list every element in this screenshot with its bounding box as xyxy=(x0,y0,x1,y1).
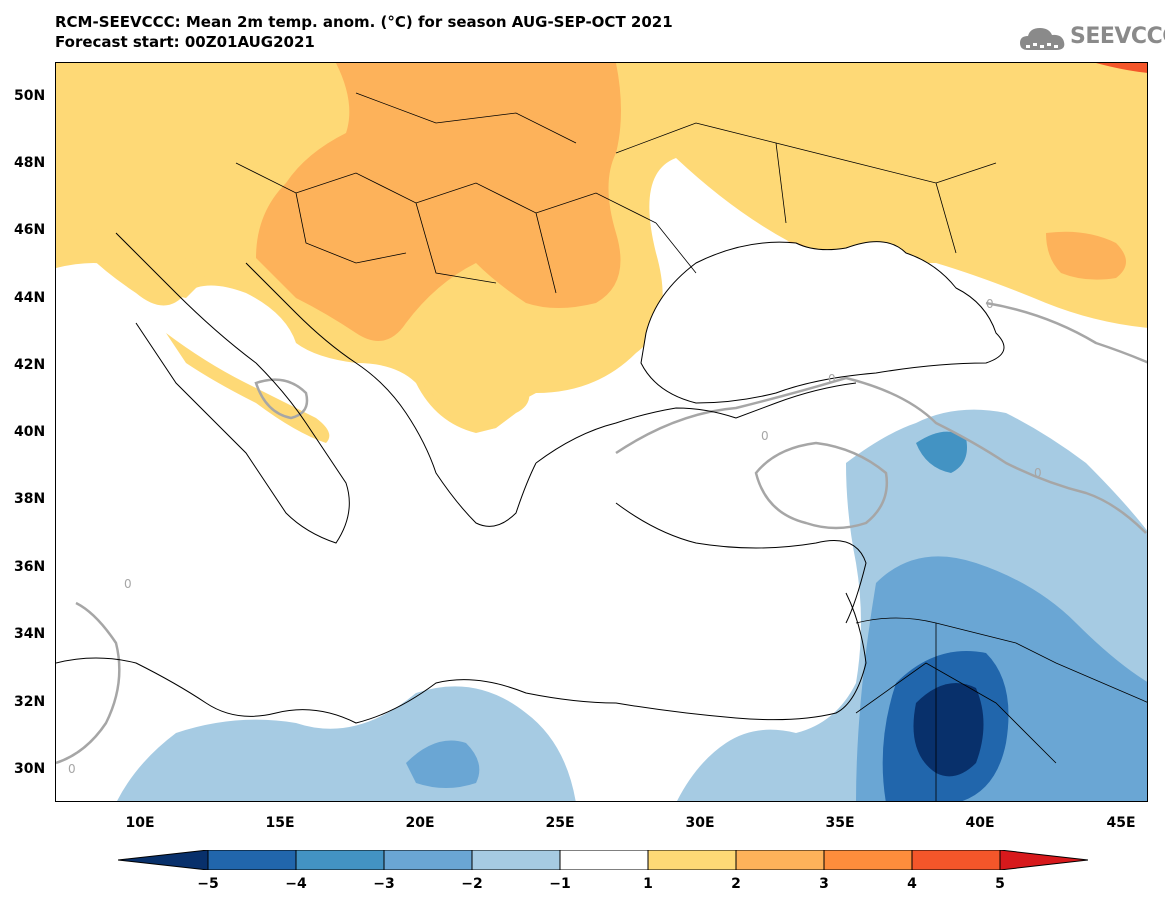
colorbar-segment-1 xyxy=(207,850,297,870)
cloud-logo-icon xyxy=(1020,28,1065,50)
contour-label-0-e: 0 xyxy=(68,762,76,776)
colorbar-label-4: 4 xyxy=(907,876,917,892)
warm-region-italy xyxy=(56,229,206,298)
colorbar-segment-8 xyxy=(823,850,913,870)
colorbar-segment-3 xyxy=(383,850,473,870)
lon-label-10e: 10E xyxy=(125,815,155,831)
lat-label-34n: 34N xyxy=(14,626,46,642)
contour-label-0-c: 0 xyxy=(986,297,994,311)
zero-contour-inner xyxy=(754,441,889,530)
colorbar-segment-4 xyxy=(471,850,561,870)
colorbar-label-m1: −1 xyxy=(549,876,571,892)
lat-label-50n: 50N xyxy=(14,88,46,104)
boundary-europe xyxy=(235,92,997,294)
lat-label-36n: 36N xyxy=(14,559,46,575)
colorbar-label-3: 3 xyxy=(819,876,829,892)
colorbar-segment-9 xyxy=(911,850,1001,870)
lon-label-35e: 35E xyxy=(825,815,855,831)
colorbar-segment-2 xyxy=(295,850,385,870)
coastline-italy xyxy=(115,232,350,544)
logo-text: SEEVCCC xyxy=(1070,24,1165,49)
warm-region-ne xyxy=(1096,63,1147,73)
cold-region-light-africa xyxy=(117,686,576,801)
zero-contour-africa xyxy=(56,601,121,765)
contour-label-0-f: 0 xyxy=(1034,466,1042,480)
lat-label-38n: 38N xyxy=(14,491,46,507)
coastline-anatolia xyxy=(535,382,867,624)
colorbar-label-5: 5 xyxy=(995,876,1005,892)
lat-label-40n: 40N xyxy=(14,424,46,440)
map-title: RCM-SEEVCCC: Mean 2m temp. anom. (°C) fo… xyxy=(55,13,673,31)
zero-contour-anatolia xyxy=(615,376,1147,534)
colorbar-segment-7 xyxy=(735,850,825,870)
coastline-north-africa xyxy=(56,592,867,724)
zero-contour-italy xyxy=(254,378,309,420)
warm-region-adriatic xyxy=(166,333,330,443)
lat-label-48n: 48N xyxy=(14,155,46,171)
colorbar xyxy=(118,850,1088,870)
contour-label-0-d: 0 xyxy=(124,577,132,591)
lon-label-45e: 45E xyxy=(1106,815,1136,831)
colorbar-label-m4: −4 xyxy=(285,876,307,892)
warm-region-east xyxy=(1046,231,1126,280)
contour-label-0-b: 0 xyxy=(761,429,769,443)
lat-label-42n: 42N xyxy=(14,357,46,373)
lat-label-30n: 30N xyxy=(14,761,46,777)
cold-region-extreme xyxy=(913,683,984,777)
anomaly-map: 0 0 0 0 0 0 xyxy=(55,62,1148,802)
zero-contour-east xyxy=(985,301,1147,364)
contour-label-0-a: 0 xyxy=(828,372,836,386)
colorbar-segment-6 xyxy=(647,850,737,870)
colorbar-label-1: 1 xyxy=(643,876,653,892)
coastline-black-sea xyxy=(640,241,1005,404)
map-title-block: RCM-SEEVCCC: Mean 2m temp. anom. (°C) fo… xyxy=(55,12,673,52)
lon-label-25e: 25E xyxy=(545,815,575,831)
colorbar-label-m2: −2 xyxy=(461,876,483,892)
lat-label-46n: 46N xyxy=(14,222,46,238)
black-sea xyxy=(641,241,1004,403)
cold-region-medium-africa xyxy=(406,740,480,788)
colorbar-label-m5: −5 xyxy=(197,876,219,892)
warm-region-balkans xyxy=(396,363,530,430)
coastline-balkans xyxy=(245,262,537,527)
colorbar-segment-5 xyxy=(559,850,649,870)
seevccc-logo: SEEVCCC xyxy=(1018,22,1165,54)
lon-label-20e: 20E xyxy=(405,815,435,831)
lon-label-15e: 15E xyxy=(265,815,295,831)
forecast-start: Forecast start: 00Z01AUG2021 xyxy=(55,33,315,51)
lat-label-44n: 44N xyxy=(14,290,46,306)
colorbar-label-2: 2 xyxy=(731,876,741,892)
boundary-middle-east xyxy=(855,617,1147,801)
warm-region-medium xyxy=(256,63,621,341)
colorbar-segment-10 xyxy=(999,850,1088,870)
lon-label-30e: 30E xyxy=(685,815,715,831)
lon-label-40e: 40E xyxy=(965,815,995,831)
cold-region-medium-anatolia xyxy=(916,431,967,473)
colorbar-segment-0 xyxy=(118,850,209,870)
anomaly-map-svg: 0 0 0 0 0 0 xyxy=(56,63,1147,801)
lat-label-32n: 32N xyxy=(14,694,46,710)
colorbar-label-m3: −3 xyxy=(373,876,395,892)
